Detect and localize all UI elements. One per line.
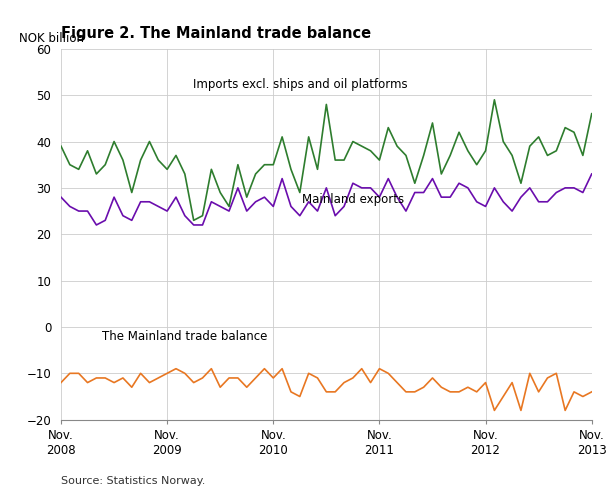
Text: Imports excl. ships and oil platforms: Imports excl. ships and oil platforms <box>193 78 407 91</box>
Text: Mainland exports: Mainland exports <box>302 193 404 206</box>
Text: Figure 2. The Mainland trade balance: Figure 2. The Mainland trade balance <box>61 26 371 41</box>
Text: NOK billion: NOK billion <box>18 32 84 45</box>
Text: Source: Statistics Norway.: Source: Statistics Norway. <box>61 476 206 486</box>
Text: The Mainland trade balance: The Mainland trade balance <box>102 330 268 343</box>
